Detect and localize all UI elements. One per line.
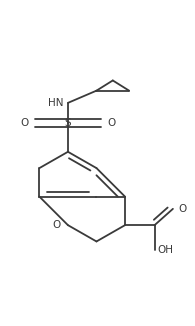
Text: HN: HN [48, 98, 63, 108]
Text: OH: OH [158, 244, 174, 255]
Text: S: S [65, 118, 71, 128]
Text: O: O [178, 204, 186, 214]
Text: O: O [20, 118, 28, 128]
Text: O: O [53, 220, 61, 230]
Text: O: O [108, 118, 116, 128]
